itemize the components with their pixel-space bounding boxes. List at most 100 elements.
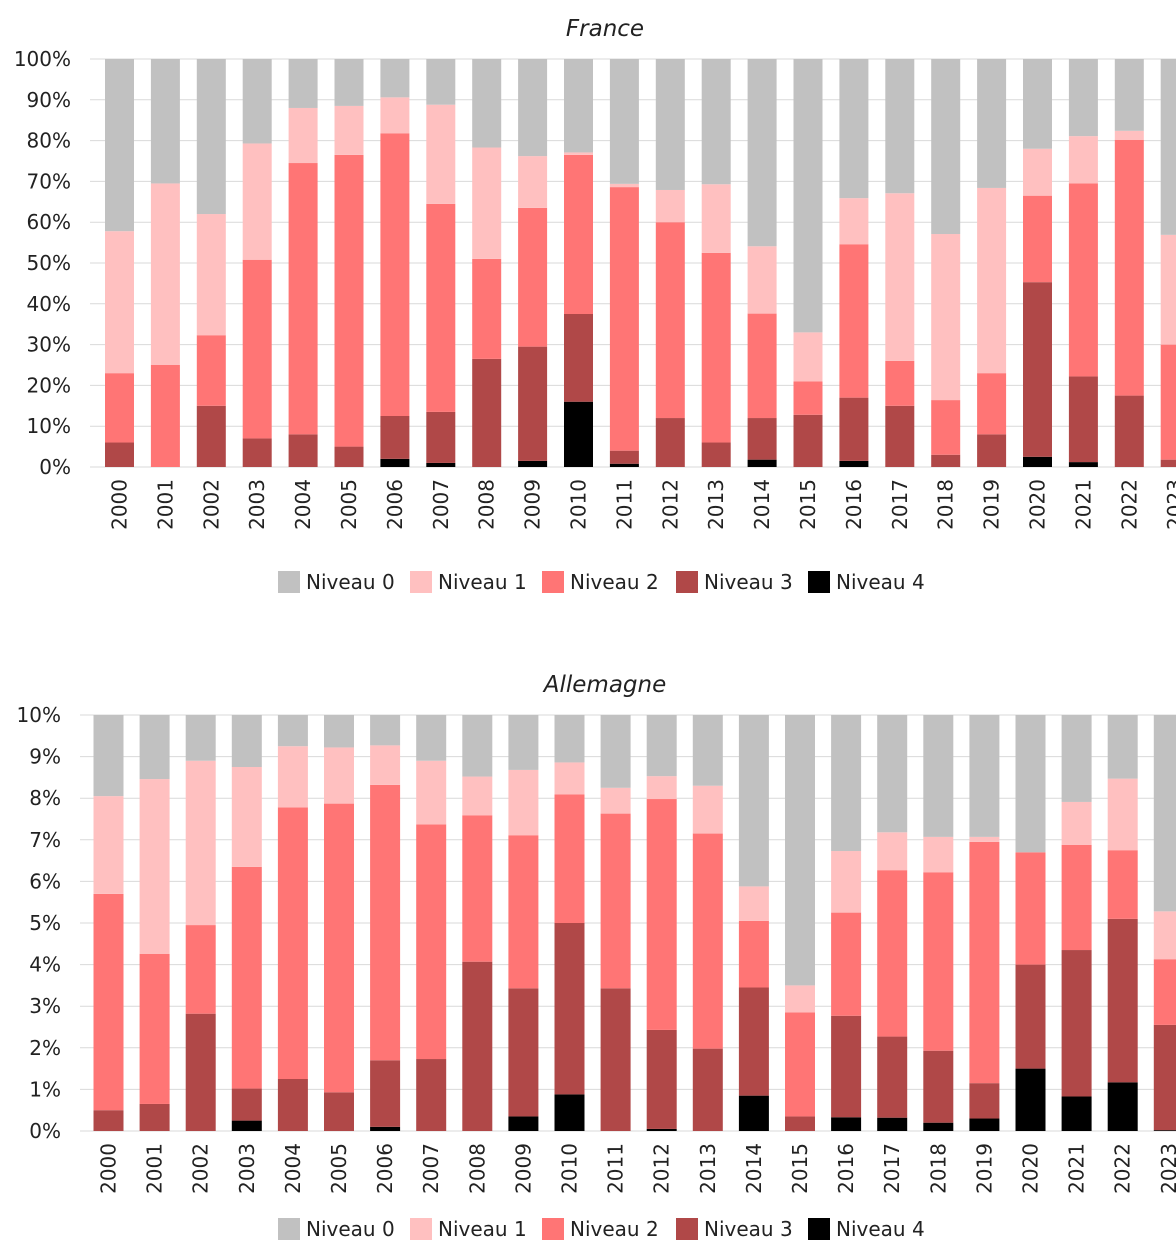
bar-segment-niveau-4 [518, 460, 548, 467]
bar-segment-niveau-3 [139, 1103, 170, 1131]
x-tick-label: 2018 [934, 479, 958, 530]
x-tick-label: 2021 [1071, 479, 1095, 530]
bar-segment-niveau-2 [139, 953, 170, 1104]
bar-segment-niveau-3 [1068, 376, 1098, 463]
chart-title: France [566, 16, 644, 42]
bar-segment-niveau-0 [185, 715, 216, 761]
bar-segment-niveau-3 [370, 1060, 401, 1127]
bar-segment-niveau-4 [554, 1094, 585, 1131]
x-tick-label: 2001 [143, 1143, 167, 1194]
bar-segment-niveau-2 [793, 381, 823, 415]
bar-segment-niveau-0 [370, 715, 401, 746]
bar-segment-niveau-4 [1015, 1068, 1046, 1131]
bar-segment-niveau-3 [334, 446, 364, 467]
bar-segment-niveau-2 [105, 373, 134, 443]
bar-segment-niveau-3 [324, 1092, 354, 1131]
bar-segment-niveau-1 [139, 779, 170, 954]
bar-segment-niveau-4 [1068, 462, 1098, 467]
x-tick-label: 2002 [189, 1143, 213, 1194]
y-tick-label: 100% [14, 47, 71, 71]
bar-segment-niveau-4 [609, 463, 639, 467]
bar-segment-niveau-3 [1153, 1024, 1176, 1131]
bar-segment-niveau-2 [462, 815, 493, 962]
x-tick-label: 2015 [796, 479, 820, 530]
x-tick-label: 2018 [926, 1143, 950, 1194]
y-tick-label: 30% [27, 333, 71, 357]
bar-segment-niveau-0 [977, 59, 1007, 188]
x-tick-label: 2009 [521, 479, 545, 530]
x-tick-label: 2010 [567, 479, 591, 530]
x-tick-label: 2010 [558, 1143, 582, 1194]
bar-segment-niveau-3 [701, 442, 731, 467]
bar-segment-niveau-3 [288, 434, 318, 467]
bar-segment-niveau-0 [462, 715, 493, 777]
bar-segment-niveau-0 [877, 715, 908, 833]
bar-segment-niveau-0 [1015, 715, 1046, 853]
y-tick-label: 8% [29, 786, 61, 810]
bar-segment-niveau-2 [416, 824, 447, 1060]
x-tick-label: 2017 [888, 479, 912, 530]
bar-segment-niveau-3 [416, 1059, 447, 1131]
bar-segment-niveau-3 [277, 1079, 308, 1131]
bar-segment-niveau-4 [831, 1117, 862, 1131]
bar-segment-niveau-0 [380, 59, 410, 98]
legend-swatch [542, 571, 564, 593]
y-tick-label: 80% [27, 129, 71, 153]
bar-segment-niveau-2 [196, 335, 226, 406]
legend-label: Niveau 2 [570, 1217, 659, 1241]
x-tick-label: 2020 [1026, 479, 1050, 530]
legend-swatch [676, 1218, 698, 1240]
bar-segment-niveau-1 [334, 105, 364, 155]
bar-segment-niveau-3 [655, 418, 685, 467]
bar-segment-niveau-4 [646, 1128, 677, 1131]
y-tick-label: 40% [27, 292, 71, 316]
y-tick-label: 0% [39, 455, 71, 479]
bar-segment-niveau-2 [1153, 959, 1176, 1025]
bar-segment-niveau-1 [646, 776, 677, 800]
bar-segment-niveau-4 [370, 1126, 401, 1131]
bar-segment-niveau-2 [609, 187, 639, 451]
bar-segment-niveau-0 [701, 59, 731, 185]
bar-segment-niveau-1 [1153, 911, 1176, 960]
y-tick-label: 6% [29, 869, 61, 893]
bar-segment-niveau-1 [416, 760, 447, 825]
x-tick-label: 2016 [834, 1143, 858, 1194]
bar-segment-niveau-4 [923, 1122, 954, 1131]
bar-segment-niveau-4 [969, 1118, 1000, 1131]
y-tick-label: 10% [27, 414, 71, 438]
bar-segment-niveau-2 [655, 222, 685, 419]
bar-segment-niveau-2 [600, 813, 631, 989]
bar-segment-niveau-3 [785, 1116, 815, 1131]
y-tick-label: 3% [29, 994, 61, 1018]
bar-segment-niveau-0 [472, 59, 502, 148]
bar-segment-niveau-3 [692, 1048, 723, 1131]
x-tick-label: 2008 [475, 479, 499, 530]
bar-segment-niveau-1 [185, 760, 216, 926]
bar-segment-niveau-3 [839, 397, 869, 461]
bar-segment-niveau-1 [747, 246, 777, 314]
bar-segment-niveau-1 [885, 193, 915, 361]
bar-segment-niveau-2 [839, 244, 869, 398]
bar-segment-niveau-4 [564, 401, 593, 467]
bar-segment-niveau-0 [747, 59, 777, 247]
y-tick-label: 10% [17, 703, 61, 727]
x-tick-label: 2005 [327, 1143, 351, 1194]
x-tick-label: 2022 [1111, 1143, 1135, 1194]
bar-segment-niveau-3 [793, 414, 823, 467]
bar-segment-niveau-2 [1114, 139, 1144, 396]
x-tick-label: 2014 [750, 479, 774, 530]
bar-segment-niveau-1 [738, 886, 769, 921]
bar-segment-niveau-0 [738, 715, 769, 887]
bar-segment-niveau-0 [150, 59, 180, 184]
bar-segment-niveau-0 [1068, 59, 1098, 137]
bar-segment-niveau-3 [877, 1036, 908, 1118]
bar-segment-niveau-0 [93, 715, 124, 797]
bar-segment-niveau-3 [1023, 282, 1052, 457]
bar-segment-niveau-0 [831, 715, 862, 852]
bar-segment-niveau-1 [324, 747, 354, 804]
bar-segment-niveau-0 [324, 715, 354, 748]
bar-segment-niveau-2 [977, 373, 1007, 435]
bar-segment-niveau-3 [564, 314, 593, 402]
legend-label: Niveau 1 [438, 570, 527, 594]
bar-segment-niveau-0 [277, 715, 308, 747]
